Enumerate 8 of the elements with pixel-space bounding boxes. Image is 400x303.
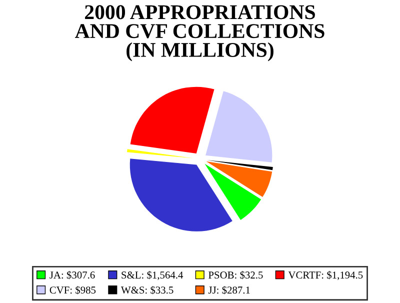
legend-label: JA: $307.6: [50, 270, 95, 280]
legend-label: CVF: $985: [50, 286, 96, 294]
legend-label: S&L: $1,564.4: [122, 270, 184, 280]
legend-label: W&S: $33.5: [121, 286, 174, 294]
legend-label: VCRTF: $1,194.5: [288, 270, 363, 280]
legend-label: PSOB: $32.5: [208, 270, 263, 280]
legend-label: JJ: $287.1: [208, 286, 250, 294]
chart-title: 2000 APPROPRIATIONS AND CVF COLLECTIONS (IN MILLIONS): [75, 5, 324, 62]
